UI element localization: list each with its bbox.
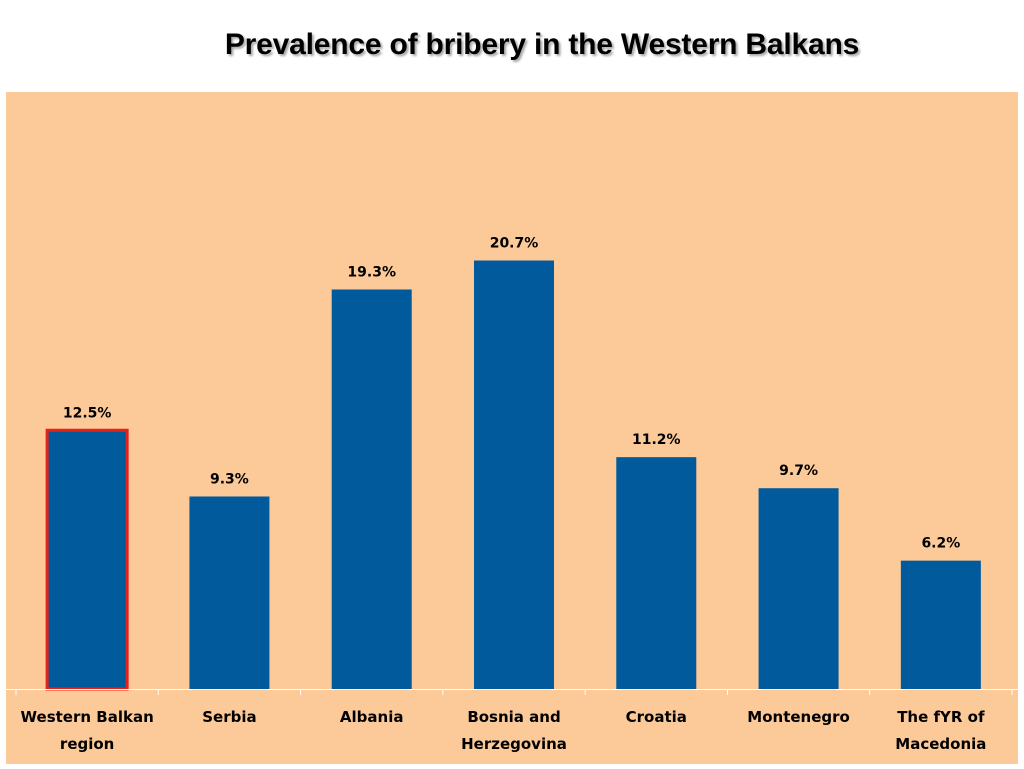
bar-chart: 12.5% 9.3% 19.3% 20.7% 11.2% 9.7% 6.2% Western… — [6, 92, 1018, 764]
bars-group — [45, 260, 981, 691]
x-axis — [6, 689, 1018, 695]
category-label: region — [60, 735, 114, 753]
value-labels-group: 12.5% 9.3% 19.3% 20.7% 11.2% 9.7% 6.2% — [63, 236, 960, 552]
bar — [45, 428, 129, 691]
bar — [189, 496, 270, 689]
bar — [900, 560, 981, 689]
bar — [616, 457, 697, 689]
category-label: Albania — [340, 708, 404, 726]
data-label: 19.3% — [347, 264, 396, 280]
data-label: 11.2% — [632, 432, 681, 448]
data-label: 6.2% — [921, 536, 960, 552]
category-label: Herzegovina — [461, 735, 567, 753]
category-label: Croatia — [626, 708, 687, 726]
category-label: Serbia — [202, 708, 256, 726]
category-label: Bosnia and — [467, 708, 560, 726]
data-label: 12.5% — [63, 405, 112, 421]
chart-area: 12.5% 9.3% 19.3% 20.7% 11.2% 9.7% 6.2% Western… — [6, 92, 1018, 764]
data-label: 9.7% — [779, 463, 818, 479]
bar — [758, 488, 839, 689]
data-label: 20.7% — [490, 236, 539, 252]
chart-title: Prevalence of bribery in the Western Bal… — [224, 28, 860, 61]
category-label: Western Balkan — [21, 708, 154, 726]
bar — [474, 260, 554, 689]
category-label: The fYR of — [897, 708, 985, 726]
category-labels-group: Western Balkan region Serbia Albania Bosnia … — [21, 708, 987, 753]
data-label: 9.3% — [210, 471, 249, 487]
category-label: Macedonia — [895, 735, 986, 753]
category-label: Montenegro — [747, 708, 850, 726]
bar — [331, 289, 412, 689]
